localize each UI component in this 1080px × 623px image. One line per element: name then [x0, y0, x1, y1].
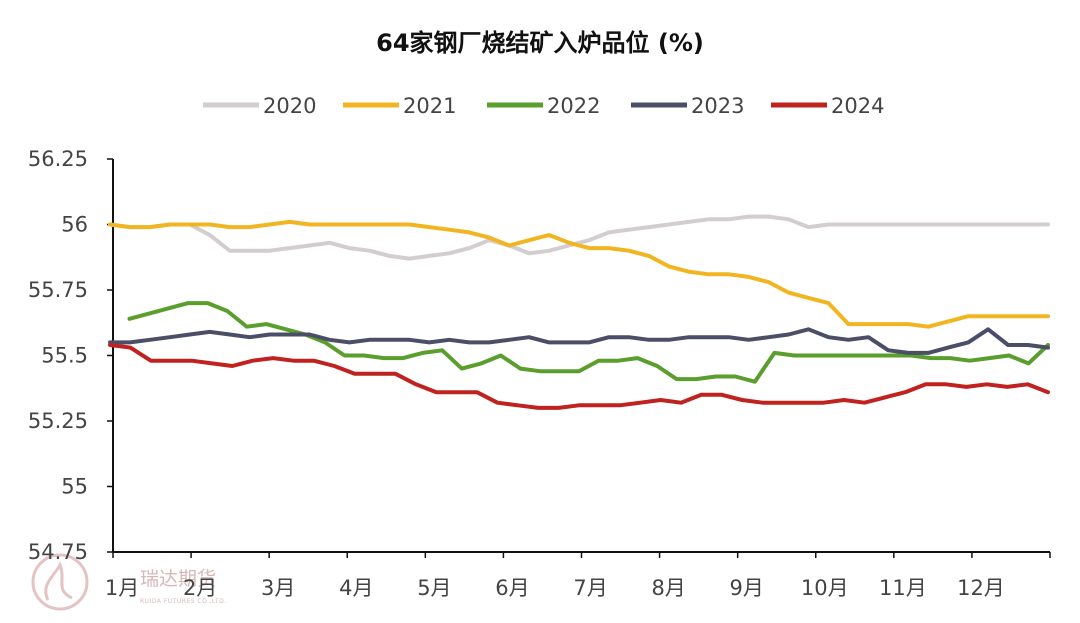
series-line-2021: [108, 219, 1050, 329]
watermark-subtext: RUIDA FUTURES CO.,LTD.: [140, 598, 227, 605]
y-tick-label: 55: [61, 475, 88, 499]
series-line-2024: [108, 343, 1050, 410]
x-tick-label: 11月: [879, 576, 927, 600]
y-tick-label: 55.25: [28, 409, 88, 433]
y-tick-label: 56.25: [28, 147, 88, 171]
x-tick-label: 3月: [261, 576, 295, 600]
x-tick-label: 1月: [105, 576, 139, 600]
x-tick-label: 6月: [495, 576, 529, 600]
x-tick-label: 10月: [801, 576, 849, 600]
x-tick-label: 9月: [730, 576, 764, 600]
x-tick-label: 12月: [957, 576, 1005, 600]
legend-label-2023: 2023: [691, 94, 744, 118]
y-tick-label: 54.75: [28, 540, 88, 564]
series-line-2020: [108, 214, 1050, 261]
legend: 2020 2021 2022 2023 2024: [203, 94, 884, 118]
legend-label-2024: 2024: [831, 94, 884, 118]
watermark: 瑞达期货 RUIDA FUTURES CO.,LTD.: [31, 553, 227, 611]
x-axis-ticks: 1月 2月 3月 4月 5月 6月 7月 8月 9月 10月 11月 12月: [105, 552, 1051, 600]
series-line-2023: [108, 327, 1050, 355]
x-tick-label: 4月: [339, 576, 373, 600]
chart-title: 64家钢厂烧结矿入炉品位 (%): [376, 29, 704, 57]
y-tick-label: 55.75: [28, 278, 88, 302]
x-tick-label: 7月: [573, 576, 607, 600]
legend-label-2022: 2022: [547, 94, 600, 118]
legend-label-2021: 2021: [403, 94, 456, 118]
legend-label-2020: 2020: [263, 94, 316, 118]
watermark-logo-mark: [44, 561, 73, 601]
x-tick-label: 8月: [651, 576, 685, 600]
y-tick-label: 55.5: [41, 344, 88, 368]
plot-area: [108, 214, 1050, 410]
watermark-logo-icon: [31, 553, 89, 611]
watermark-text: 瑞达期货: [140, 568, 216, 590]
y-tick-label: 56: [61, 213, 88, 237]
x-tick-label: 5月: [417, 576, 451, 600]
series-line-2022: [127, 301, 1050, 384]
x-tick-label: 2月: [183, 576, 217, 600]
y-axis-ticks: 56.25 56 55.75 55.5 55.25 55 54.75: [28, 147, 113, 564]
